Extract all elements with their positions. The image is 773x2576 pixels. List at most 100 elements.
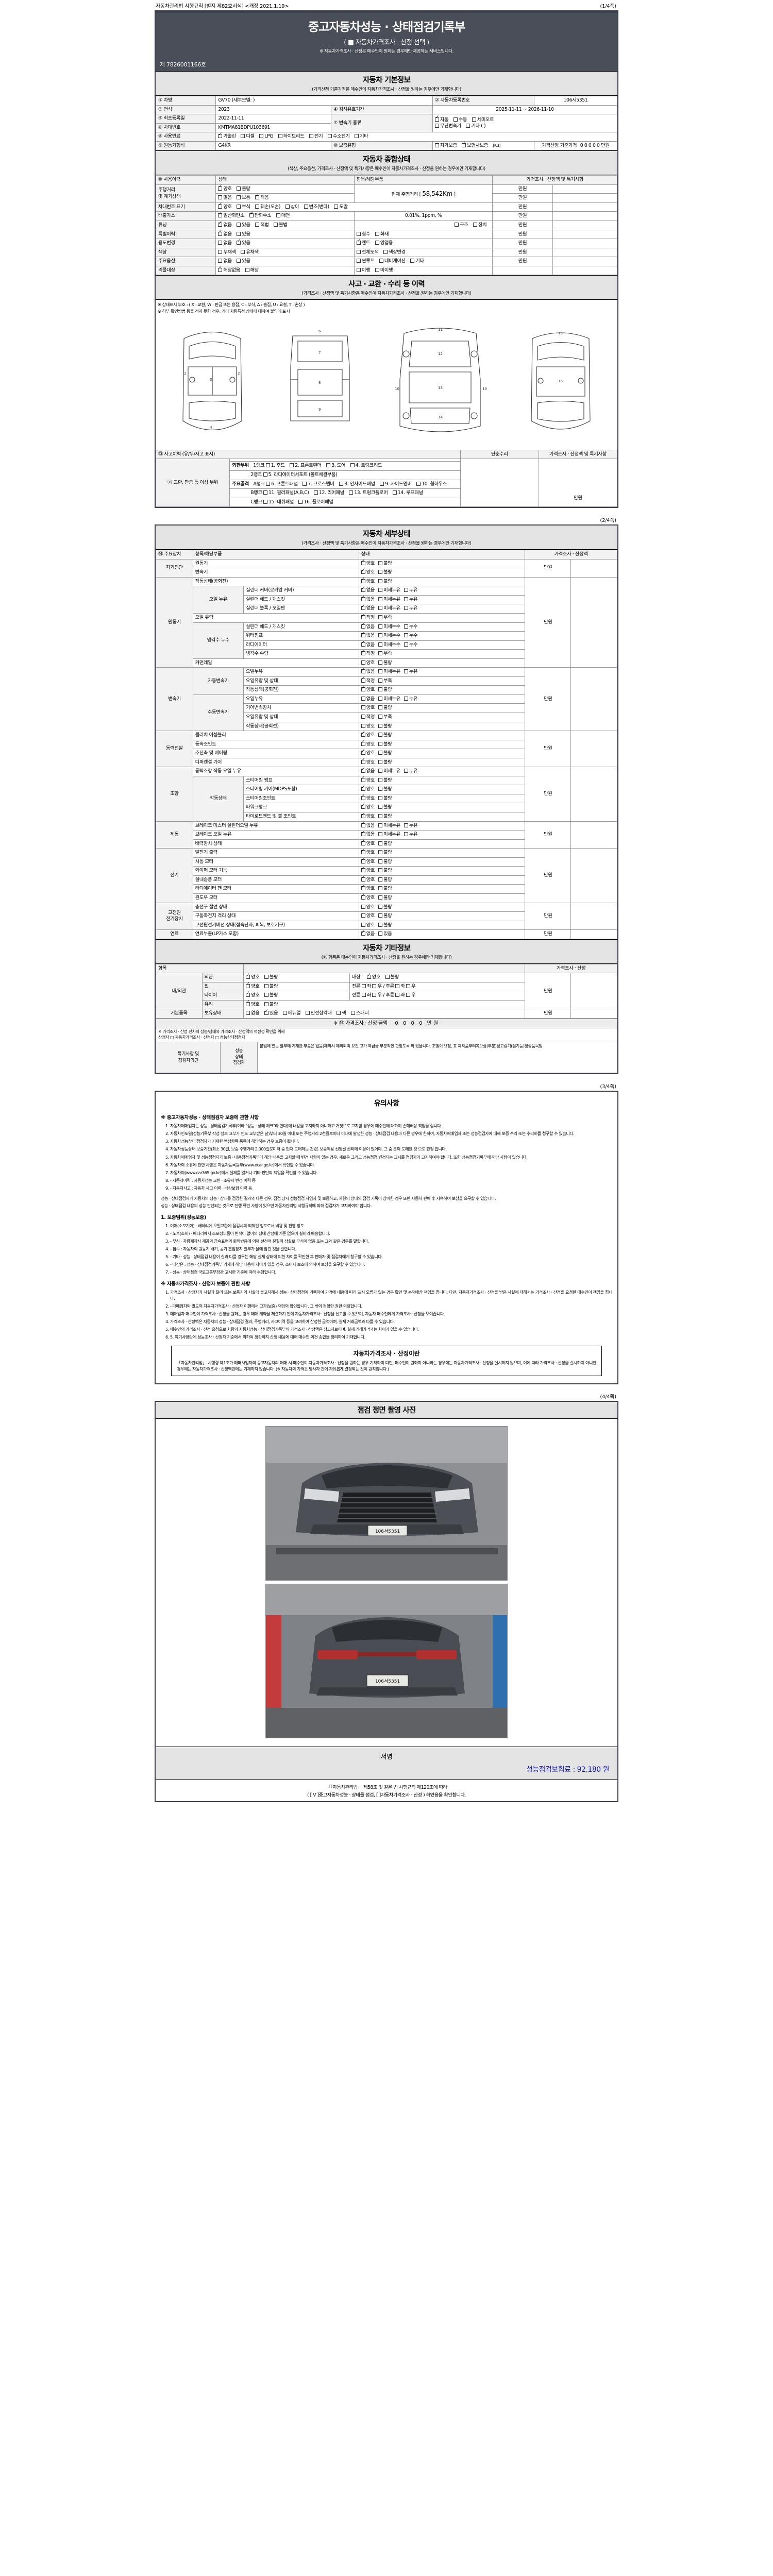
opt-none[interactable]: 없음 <box>218 221 232 229</box>
checkbox-icon[interactable] <box>472 117 476 122</box>
opt-누유[interactable]: 누유 <box>404 768 417 775</box>
checkbox-icon[interactable] <box>361 904 365 909</box>
opt-flood[interactable]: 침수 <box>356 231 371 238</box>
checkbox-icon[interactable] <box>264 1002 268 1006</box>
opt-normal[interactable]: 보통 <box>237 195 250 201</box>
checkbox-icon[interactable] <box>361 930 365 936</box>
opt-applicable[interactable]: 해당 <box>245 267 259 274</box>
checkbox-icon[interactable] <box>404 588 408 592</box>
opt-누유[interactable]: 누유 <box>404 587 417 594</box>
checkbox-icon[interactable] <box>361 676 365 683</box>
checkbox-icon[interactable] <box>361 812 365 819</box>
opt-device[interactable]: 장치 <box>473 222 487 229</box>
checkbox-icon[interactable] <box>375 267 379 272</box>
vin-mark-options[interactable]: 양호 부식 훼손(오손) 상이 변조(변타) 도말 <box>215 202 493 212</box>
checkbox-icon[interactable] <box>264 1009 268 1015</box>
checkbox-icon[interactable] <box>313 490 318 495</box>
checkbox-icon[interactable] <box>361 604 365 611</box>
opt-jack[interactable]: 잭 <box>337 1010 346 1017</box>
checkbox-icon[interactable] <box>264 975 268 979</box>
checkbox-icon[interactable] <box>246 991 250 997</box>
opt-불량[interactable]: 불량 <box>378 804 392 811</box>
opt-불량[interactable]: 불량 <box>378 750 392 757</box>
opt-rental[interactable]: 렌트 <box>356 239 371 247</box>
opt-불량[interactable]: 불량 <box>378 741 392 748</box>
part-rear-panel[interactable]: 12. 리어패널 <box>313 490 344 497</box>
opt-양호[interactable]: 양호 <box>361 867 375 874</box>
checkbox-icon[interactable] <box>375 231 379 236</box>
fuel-opt-hydrogen[interactable]: 수소전기 <box>327 133 350 140</box>
wheel-detail[interactable]: 전륜 좌 우 / 후륜 좌 우 <box>349 981 525 992</box>
opt-bad[interactable]: 불량 <box>264 992 278 999</box>
opt-누수[interactable]: 누수 <box>404 624 417 631</box>
trans-opt-manual[interactable]: 수동 <box>453 117 467 124</box>
checkbox-icon[interactable] <box>404 597 408 601</box>
checkbox-icon[interactable] <box>361 984 366 988</box>
checkbox-icon[interactable] <box>404 769 408 773</box>
checkbox-icon[interactable] <box>327 134 332 139</box>
opt-양호[interactable]: 양호 <box>361 740 375 748</box>
checkbox-icon[interactable] <box>278 134 282 139</box>
opt-yes[interactable]: 있음 <box>237 239 250 247</box>
opt-altered[interactable]: 변조(변타) <box>304 204 329 211</box>
checkbox-icon[interactable] <box>361 660 365 665</box>
checkbox-icon[interactable] <box>378 877 383 882</box>
checkbox-icon[interactable] <box>350 463 355 468</box>
car-side-right-diagram[interactable]: 6 7 8 9 <box>281 318 359 447</box>
checkbox-icon[interactable] <box>259 134 264 139</box>
part-wheel-house[interactable]: 10. 휠하우스 <box>416 481 447 488</box>
opt-bad[interactable]: 불량 <box>385 974 399 981</box>
checkbox-icon[interactable] <box>361 614 365 619</box>
checkbox-icon[interactable] <box>466 124 470 128</box>
checkbox-icon[interactable] <box>282 1011 287 1015</box>
checkbox-icon[interactable] <box>378 931 383 936</box>
opt-누유[interactable]: 누유 <box>404 832 417 838</box>
opt-bad[interactable]: 불량 <box>264 974 278 981</box>
checkbox-icon[interactable] <box>304 204 308 209</box>
opt-누유[interactable]: 누유 <box>404 669 417 675</box>
checkbox-icon[interactable] <box>378 579 383 583</box>
opt-불량[interactable]: 불량 <box>378 723 392 730</box>
basic-items-options[interactable]: 없음 있음 메뉴얼 안전삼각대 잭 스패너 <box>243 1009 525 1019</box>
opt-불량[interactable]: 불량 <box>378 904 392 911</box>
checkbox-icon[interactable] <box>378 777 383 782</box>
checkbox-icon[interactable] <box>290 463 294 468</box>
opt-누수[interactable]: 누수 <box>404 633 417 639</box>
opt-불량[interactable]: 불량 <box>378 687 392 693</box>
opt-notdone[interactable]: 미이행 <box>375 267 393 274</box>
opt-many[interactable]: 많음 <box>218 195 232 201</box>
opt-미세누유[interactable]: 미세누유 <box>378 597 400 603</box>
opt-양호[interactable]: 양호 <box>361 686 375 693</box>
opt-적정[interactable]: 적정 <box>361 650 375 657</box>
opt-few[interactable]: 적음 <box>255 194 269 201</box>
opt-bad[interactable]: 불량 <box>264 1002 278 1008</box>
checkbox-icon[interactable] <box>356 231 361 236</box>
opt-없음[interactable]: 없음 <box>361 604 375 612</box>
part-floor-panel[interactable]: 16. 플로어패널 <box>298 499 333 506</box>
checkbox-icon[interactable] <box>366 973 371 979</box>
checkbox-icon[interactable] <box>378 850 383 855</box>
checkbox-icon[interactable] <box>361 776 365 782</box>
checkbox-icon[interactable] <box>378 642 383 647</box>
opt-양호[interactable]: 양호 <box>361 776 375 784</box>
usechange-parts[interactable]: 렌트 영업용 <box>354 239 493 248</box>
opt-양호[interactable]: 양호 <box>361 749 375 757</box>
checkbox-icon[interactable] <box>246 973 250 979</box>
checkbox-icon[interactable] <box>361 867 365 873</box>
checkbox-icon[interactable] <box>378 624 383 629</box>
opt-없음[interactable]: 없음 <box>361 586 375 594</box>
checkbox-icon[interactable] <box>326 463 331 468</box>
opt-commercial[interactable]: 영업용 <box>375 240 393 247</box>
checkbox-icon[interactable] <box>378 705 383 710</box>
checkbox-icon[interactable] <box>473 223 478 227</box>
opt-good[interactable]: 양호 <box>218 202 232 211</box>
checkbox-icon[interactable] <box>361 632 365 638</box>
